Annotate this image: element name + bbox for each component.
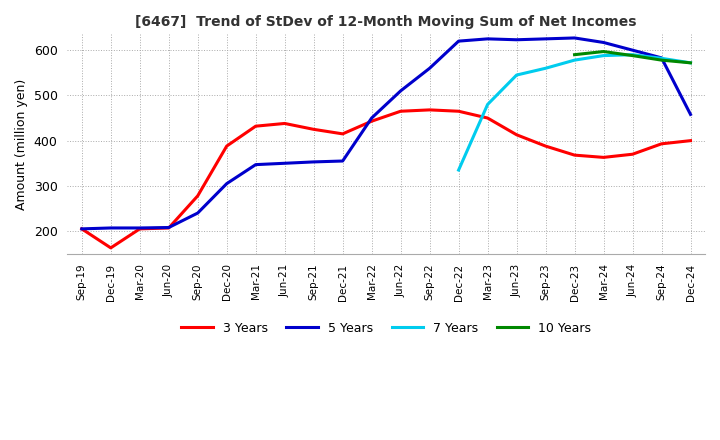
7 Years xyxy=(541,66,550,71)
5 Years xyxy=(570,35,579,40)
7 Years xyxy=(686,60,695,66)
7 Years xyxy=(483,102,492,107)
5 Years xyxy=(338,158,347,164)
3 Years xyxy=(194,193,202,198)
Line: 7 Years: 7 Years xyxy=(459,55,690,170)
3 Years xyxy=(599,155,608,160)
3 Years xyxy=(135,226,144,231)
5 Years xyxy=(222,181,231,186)
3 Years xyxy=(164,225,173,231)
7 Years xyxy=(599,53,608,58)
7 Years xyxy=(570,58,579,63)
Title: [6467]  Trend of StDev of 12-Month Moving Sum of Net Incomes: [6467] Trend of StDev of 12-Month Moving… xyxy=(135,15,637,29)
5 Years xyxy=(135,225,144,231)
5 Years xyxy=(396,88,405,94)
5 Years xyxy=(78,226,86,231)
3 Years xyxy=(251,124,260,129)
5 Years xyxy=(367,115,376,121)
7 Years xyxy=(629,52,637,57)
Line: 3 Years: 3 Years xyxy=(82,110,690,248)
3 Years xyxy=(396,109,405,114)
3 Years xyxy=(570,153,579,158)
5 Years xyxy=(512,37,521,42)
5 Years xyxy=(310,159,318,165)
5 Years xyxy=(599,40,608,45)
10 Years xyxy=(599,49,608,54)
5 Years xyxy=(629,48,637,53)
5 Years xyxy=(194,210,202,216)
10 Years xyxy=(686,60,695,66)
3 Years xyxy=(629,152,637,157)
10 Years xyxy=(570,52,579,57)
5 Years xyxy=(686,112,695,117)
Y-axis label: Amount (million yen): Amount (million yen) xyxy=(15,78,28,210)
5 Years xyxy=(454,38,463,44)
3 Years xyxy=(454,109,463,114)
5 Years xyxy=(280,161,289,166)
5 Years xyxy=(107,225,115,231)
7 Years xyxy=(512,73,521,78)
5 Years xyxy=(164,225,173,230)
3 Years xyxy=(280,121,289,126)
3 Years xyxy=(686,138,695,143)
3 Years xyxy=(541,143,550,149)
5 Years xyxy=(426,66,434,71)
Line: 5 Years: 5 Years xyxy=(82,38,690,229)
5 Years xyxy=(483,36,492,41)
7 Years xyxy=(454,167,463,172)
3 Years xyxy=(483,115,492,121)
Legend: 3 Years, 5 Years, 7 Years, 10 Years: 3 Years, 5 Years, 7 Years, 10 Years xyxy=(176,317,596,340)
10 Years xyxy=(657,58,666,63)
3 Years xyxy=(367,118,376,124)
3 Years xyxy=(657,141,666,147)
5 Years xyxy=(251,162,260,167)
5 Years xyxy=(541,36,550,41)
3 Years xyxy=(78,226,86,231)
3 Years xyxy=(310,127,318,132)
3 Years xyxy=(512,132,521,137)
3 Years xyxy=(222,143,231,149)
Line: 10 Years: 10 Years xyxy=(575,51,690,63)
7 Years xyxy=(657,56,666,61)
3 Years xyxy=(338,131,347,136)
3 Years xyxy=(107,245,115,250)
10 Years xyxy=(629,53,637,58)
3 Years xyxy=(426,107,434,113)
5 Years xyxy=(657,55,666,60)
